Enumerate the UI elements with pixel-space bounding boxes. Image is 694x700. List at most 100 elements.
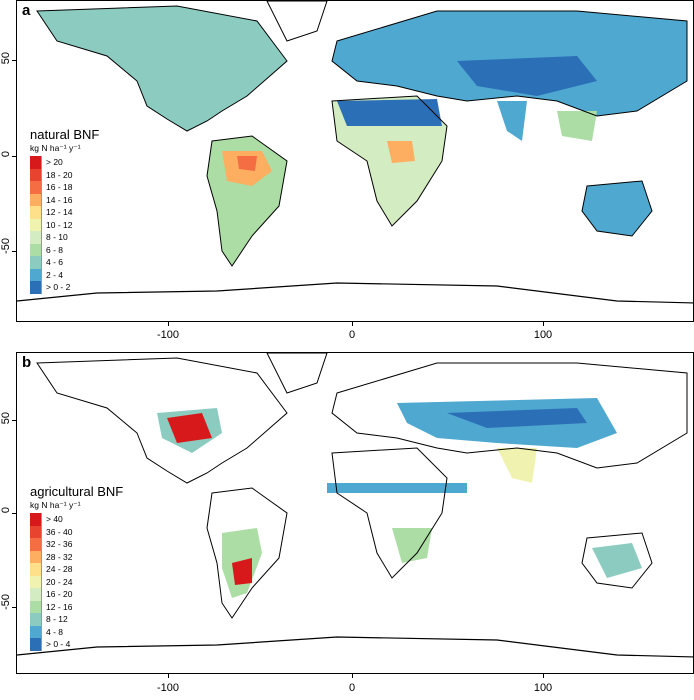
legend-swatch: [30, 625, 42, 638]
ytick-label: -50: [0, 238, 12, 254]
legend-label: 8 - 12: [46, 614, 68, 625]
legend-item: 16 - 18: [30, 181, 99, 194]
ytick-label: 0: [0, 507, 12, 514]
legend-label: > 20: [46, 157, 63, 168]
legend-label: 32 - 36: [46, 539, 73, 550]
legend-swatch: [30, 231, 42, 244]
legend-swatch: [30, 588, 42, 601]
xtick-mark: [543, 674, 544, 678]
legend-swatch: [30, 563, 42, 576]
xtick-mark: [352, 322, 353, 326]
legend-title: natural BNF: [30, 127, 100, 142]
legend-label: 28 - 32: [46, 551, 73, 562]
panel-letter-a: a: [22, 2, 31, 19]
xtick-label: -100: [156, 329, 180, 341]
legend-item: 36 - 40: [30, 525, 123, 538]
legend-label: 20 - 24: [46, 576, 73, 587]
legend-swatch: [30, 256, 42, 269]
ytick-mark: [12, 513, 16, 514]
panel-agricultural-bnf: b 50 0 -50 -100 0 100 agricultural BNF k…: [0, 352, 694, 700]
legend-item: 24 - 28: [30, 563, 123, 576]
legend-item: 18 - 20: [30, 168, 99, 181]
legend-swatch: [30, 638, 42, 651]
land-fill-a: [17, 1, 693, 304]
legend-label: 6 - 8: [46, 244, 64, 255]
legend-swatch: [30, 218, 42, 231]
legend-item: > 0 - 4: [30, 638, 123, 651]
legend-swatch: [30, 513, 42, 526]
legend-label: 14 - 16: [46, 194, 73, 205]
coastlines-a: [36, 5, 688, 267]
xtick-label: 100: [533, 329, 553, 341]
legend-swatch: [30, 268, 42, 281]
legend-item: 12 - 16: [30, 600, 123, 613]
ytick-label: 50: [0, 412, 12, 425]
legend-swatch: [30, 281, 42, 294]
xtick-mark: [352, 674, 353, 678]
legend-item: 4 - 6: [30, 256, 99, 269]
legend-item: 12 - 14: [30, 206, 99, 219]
legend-swatch: [30, 575, 42, 588]
xtick-label: 0: [348, 329, 356, 341]
legend-item: 6 - 8: [30, 243, 99, 256]
land-fill-b: [17, 398, 693, 658]
legend-item: 8 - 12: [30, 613, 123, 626]
legend-label: > 0 - 2: [46, 282, 71, 293]
legend-label: 12 - 16: [46, 601, 73, 612]
legend-item: 2 - 4: [30, 268, 99, 281]
legend-swatch: [30, 538, 42, 551]
legend-swatch: [30, 206, 42, 219]
legend-a: natural BNF kg N ha⁻¹ y⁻¹ > 20 18 - 20 16 …: [30, 127, 99, 294]
legend-swatch: [30, 600, 42, 613]
legend-item: 14 - 16: [30, 193, 99, 206]
legend-label: 12 - 14: [46, 207, 73, 218]
legend-item: > 40: [30, 513, 123, 526]
xtick-mark: [168, 674, 169, 678]
legend-label: > 0 - 4: [46, 639, 71, 650]
legend-swatch: [30, 243, 42, 256]
legend-item: 8 - 10: [30, 231, 99, 244]
xtick-label: -100: [156, 682, 180, 694]
ytick-label: -50: [0, 594, 12, 610]
legend-label: 36 - 40: [46, 526, 73, 537]
legend-label: 24 - 28: [46, 564, 73, 575]
legend-unit: kg N ha⁻¹ y⁻¹: [30, 500, 81, 510]
panel-letter-b: b: [22, 354, 32, 371]
legend-item: 32 - 36: [30, 538, 123, 551]
world-map-b: [17, 353, 693, 658]
legend-unit: kg N ha⁻¹ y⁻¹: [30, 143, 81, 153]
xtick-label: 100: [533, 682, 553, 694]
xtick-label: 0: [348, 682, 356, 694]
legend-label: 16 - 18: [46, 182, 73, 193]
legend-label: 4 - 6: [46, 257, 64, 268]
map-frame-a: [16, 0, 694, 322]
ytick-mark: [12, 607, 16, 608]
legend-label: 16 - 20: [46, 589, 73, 600]
legend-item: 10 - 12: [30, 218, 99, 231]
ytick-label: 50: [0, 52, 12, 65]
panel-natural-bnf: a 50 0 -50 -100 0 100 natural BNF kg N h…: [0, 0, 694, 345]
legend-label: 18 - 20: [46, 169, 73, 180]
ytick-mark: [12, 251, 16, 252]
legend-item: 4 - 8: [30, 625, 123, 638]
legend-swatch: [30, 550, 42, 563]
legend-label: 2 - 4: [46, 269, 64, 280]
legend-item: > 20: [30, 156, 99, 169]
xtick-mark: [168, 322, 169, 326]
xtick-mark: [543, 322, 544, 326]
legend-item: 28 - 32: [30, 550, 123, 563]
world-map-a: [17, 1, 693, 304]
ytick-mark: [12, 156, 16, 157]
legend-swatch: [30, 156, 42, 169]
legend-label: 4 - 8: [46, 626, 64, 637]
map-frame-b: [16, 352, 694, 674]
ytick-label: 0: [0, 151, 12, 158]
legend-item: 20 - 24: [30, 575, 123, 588]
legend-swatch: [30, 193, 42, 206]
legend-swatch: [30, 613, 42, 626]
coastlines-b: [36, 353, 688, 619]
legend-swatch: [30, 168, 42, 181]
legend-label: 8 - 10: [46, 232, 68, 243]
legend-item: > 0 - 2: [30, 281, 99, 294]
legend-label: 10 - 12: [46, 219, 73, 230]
